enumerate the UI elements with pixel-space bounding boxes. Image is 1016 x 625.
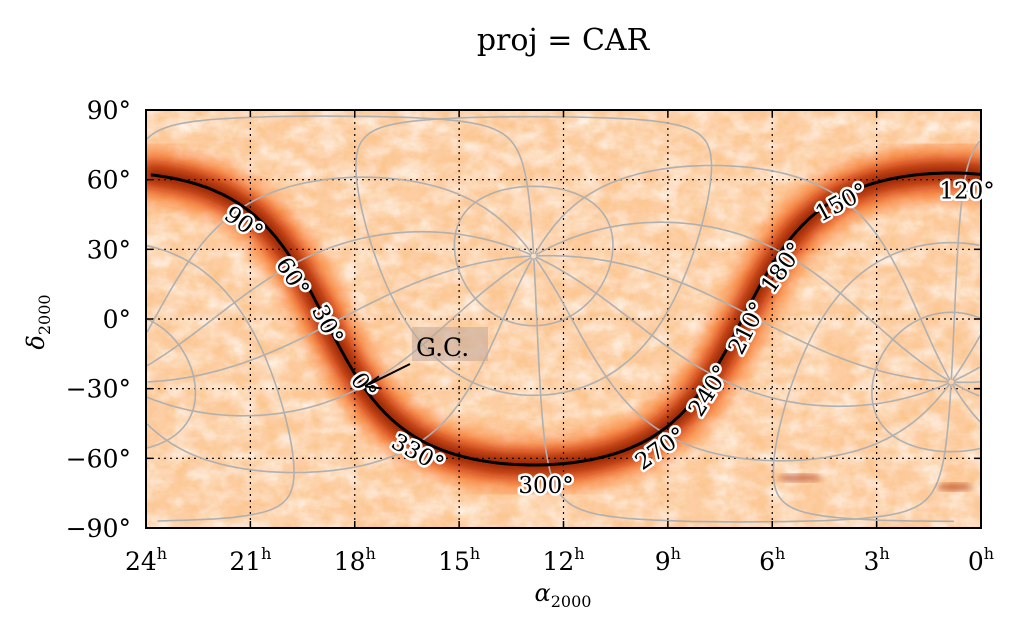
dec-tick-label: −30° [66, 375, 131, 404]
gc-arrow-head [364, 375, 382, 390]
ra-tick-label: 9h [655, 544, 681, 576]
dec-tick-label: −90° [66, 514, 131, 543]
gc-label: G.C. [416, 333, 469, 362]
galactic-plane-line [150, 171, 981, 467]
galactic-parallel [146, 311, 981, 453]
galactic-meridian [146, 257, 981, 474]
gc-annotation: G.C. [364, 327, 488, 390]
axis-ticks [145, 109, 982, 529]
axis-tick-labels: 24h 21h 18h 15h 12h 9h 6h 3h 0h 90° 60° 30° 0° −30° −6… [66, 96, 994, 576]
ra-tick-label: 3h [864, 544, 890, 576]
sky-map [146, 110, 981, 528]
galactic-parallel [146, 241, 980, 523]
gc-label-box [412, 327, 488, 361]
galactic-parallel [453, 185, 614, 327]
ra-tick-label: 6h [759, 544, 785, 576]
dec-tick-label: 0° [103, 305, 131, 334]
dec-tick-label: 30° [87, 235, 131, 264]
galactic-parallel [355, 115, 713, 397]
lmc-blob [778, 474, 822, 482]
galactic-meridian [147, 255, 980, 384]
galactic-grid [146, 115, 981, 523]
ra-tick-label: 18h [334, 544, 376, 576]
y-axis-label: δ2000 [22, 294, 54, 349]
gc-arrow-line [368, 363, 411, 386]
dec-tick-label: 90° [87, 96, 131, 125]
dec-tick-label: 60° [87, 166, 131, 195]
galactic-meridian [146, 230, 981, 382]
ra-tick-label: 24h [125, 544, 167, 576]
x-axis-label: α2000 [535, 579, 592, 611]
galactic-longitude-label: 120° [939, 178, 994, 204]
galactic-meridian [146, 115, 981, 380]
galactic-meridian [146, 176, 981, 381]
smc-blob [937, 483, 973, 491]
ra-tick-label: 15h [438, 544, 480, 576]
ra-tick-label: 0h [968, 544, 994, 576]
galactic-longitude-label: 300° [518, 473, 573, 499]
ra-tick-label: 21h [229, 544, 271, 576]
dec-tick-label: −60° [66, 444, 131, 473]
chart-title: proj = CAR [477, 23, 651, 58]
ra-tick-label: 12h [542, 544, 584, 576]
